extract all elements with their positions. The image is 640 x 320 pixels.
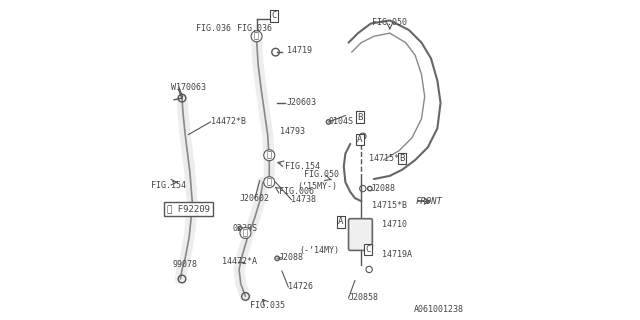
Text: ①: ① [267,178,272,187]
Text: FRONT: FRONT [415,197,442,206]
Text: 14472*A: 14472*A [221,257,257,266]
Text: 14738: 14738 [291,195,316,204]
Text: 14715*A: 14715*A [369,154,404,163]
Text: A: A [338,217,343,226]
Text: ①: ① [267,151,272,160]
Text: FIG.154: FIG.154 [151,181,186,190]
Text: 14719: 14719 [287,46,312,55]
Text: W170063: W170063 [171,83,206,92]
Text: J2088: J2088 [371,184,396,193]
Text: FIG.050: FIG.050 [304,170,339,179]
Text: J20603: J20603 [287,98,317,107]
Text: 14710: 14710 [382,220,407,228]
Text: 14726: 14726 [288,282,313,292]
Text: (-’14MY): (-’14MY) [300,246,339,255]
Text: 14715*B: 14715*B [372,202,407,211]
Text: FIG.036: FIG.036 [196,24,231,33]
Text: B: B [399,154,404,163]
Text: 0238S: 0238S [233,224,258,233]
Text: J2088: J2088 [279,253,304,262]
Text: B: B [357,113,362,122]
Text: A: A [357,135,362,144]
Text: FIG.006: FIG.006 [279,187,314,196]
FancyBboxPatch shape [349,219,372,251]
Text: ①: ① [243,228,248,237]
Text: J20858: J20858 [349,293,378,302]
Text: 0104S: 0104S [329,117,354,126]
Text: FIG.050: FIG.050 [372,18,407,27]
Text: C: C [271,11,276,20]
Text: 14472*B: 14472*B [211,117,246,126]
Text: 14719A: 14719A [382,250,412,259]
Text: FIG.154: FIG.154 [285,162,320,171]
Text: J20602: J20602 [239,194,269,203]
Text: FIG.035: FIG.035 [250,301,285,310]
Text: FIG.036: FIG.036 [237,24,273,33]
Text: 14793: 14793 [280,127,305,136]
Text: (’15MY-): (’15MY-) [298,182,337,191]
Text: ①: ① [254,32,259,41]
Text: ① F92209: ① F92209 [167,205,210,214]
Text: 99078: 99078 [173,260,198,269]
Text: C: C [365,245,371,254]
Text: A061001238: A061001238 [414,305,464,314]
